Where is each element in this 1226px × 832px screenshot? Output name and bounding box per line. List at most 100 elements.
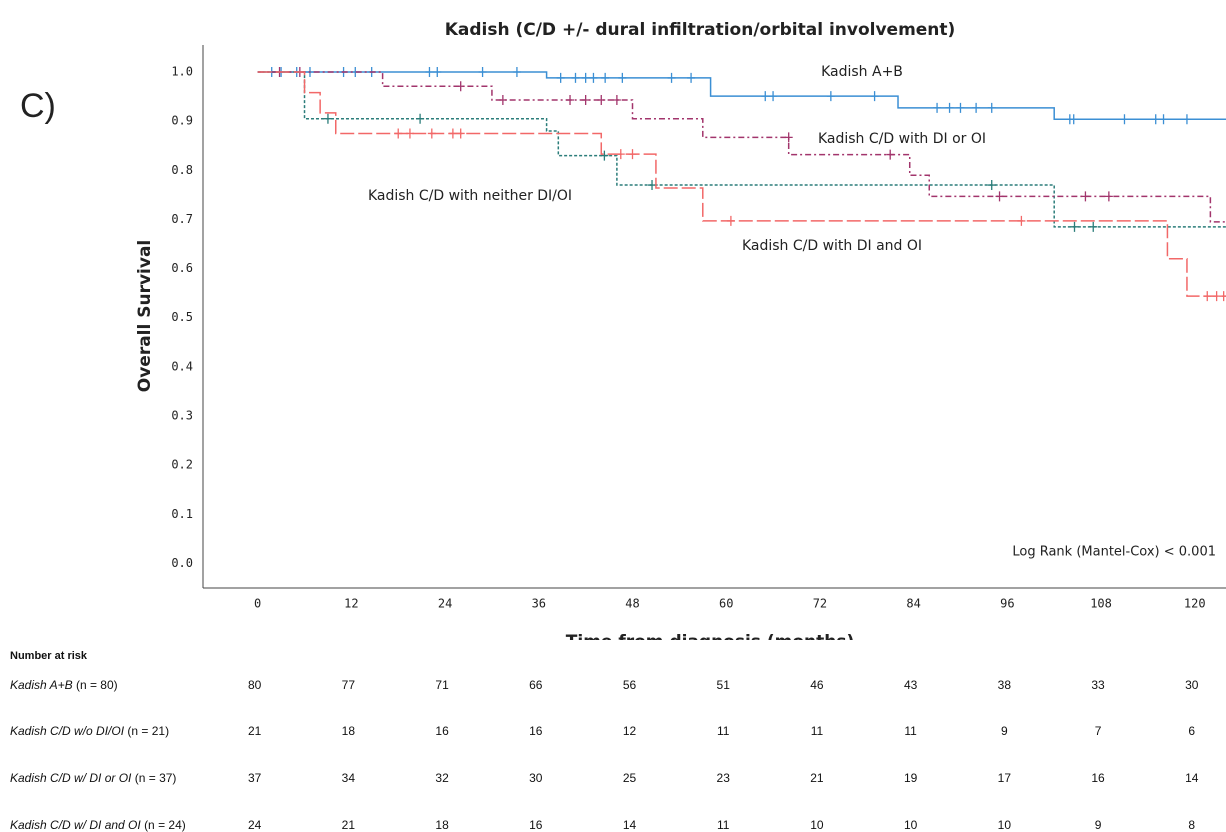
- risk-count: 9: [1000, 724, 1008, 738]
- y-tick-label: 0.2: [171, 458, 193, 472]
- y-axis-label: Overall Survival: [135, 240, 155, 393]
- risk-count: 11: [716, 724, 730, 738]
- censor-mark: [726, 215, 735, 226]
- chart: C) Kadish (C/D +/- dural infiltration/or…: [20, 20, 1226, 640]
- censor-mark: [784, 132, 793, 143]
- curve-label: Kadish C/D with DI or OI: [818, 131, 986, 147]
- censor-mark: [1212, 291, 1221, 302]
- risk-count: 19: [903, 771, 918, 785]
- censor-mark: [512, 67, 521, 78]
- risk-count: 37: [247, 771, 262, 785]
- censor-mark: [1070, 221, 1079, 232]
- censor-mark: [478, 67, 487, 78]
- x-tick-label: 108: [1090, 597, 1112, 611]
- y-tick-label: 0.3: [171, 409, 193, 423]
- censor-mark: [616, 149, 625, 160]
- survival-curve: [257, 71, 1226, 228]
- censor-mark: [933, 102, 942, 113]
- risk-count: 18: [341, 724, 356, 738]
- risk-count: 56: [622, 678, 637, 692]
- censor-mark: [628, 149, 637, 160]
- censor-mark: [618, 72, 627, 83]
- x-tick-label: 48: [625, 597, 639, 611]
- x-tick-label: 120: [1184, 597, 1206, 611]
- censor-mark: [425, 67, 434, 78]
- censor-mark: [972, 102, 981, 113]
- censor-mark: [1203, 291, 1212, 302]
- risk-count: 14: [1185, 771, 1199, 785]
- risk-count: 17: [997, 771, 1011, 785]
- censor-mark: [448, 128, 457, 139]
- risk-count: 16: [1091, 771, 1105, 785]
- risk-table-title: Number at risk: [10, 650, 88, 662]
- censor-mark: [1219, 291, 1226, 302]
- curve-label: Kadish A+B: [821, 64, 903, 80]
- x-tick-label: 24: [438, 597, 452, 611]
- risk-count: 71: [435, 678, 449, 692]
- censor-mark: [456, 128, 465, 139]
- group-n: (n = 24): [144, 818, 186, 832]
- group-name: Kadish A+B: [10, 678, 73, 692]
- risk-count: 21: [810, 771, 824, 785]
- risk-count: 46: [810, 678, 824, 692]
- censor-mark: [648, 180, 657, 191]
- risk-count: 23: [716, 771, 730, 785]
- risk-count: 10: [810, 818, 824, 832]
- y-tick-label: 0.1: [171, 507, 193, 521]
- censor-mark: [433, 67, 442, 78]
- risk-count: 16: [435, 724, 449, 738]
- curve-label: Kadish C/D with neither DI/OI: [368, 188, 572, 204]
- risk-count: 66: [529, 678, 543, 692]
- censor-mark: [886, 149, 895, 160]
- group-n: (n = 21): [127, 724, 170, 738]
- risk-count: 12: [622, 724, 637, 738]
- risk-count: 6: [1188, 724, 1196, 738]
- censor-mark: [826, 91, 835, 102]
- x-tick-label: 72: [813, 597, 827, 611]
- risk-count: 30: [1185, 678, 1199, 692]
- censor-mark: [1069, 114, 1078, 125]
- censor-mark: [394, 128, 403, 139]
- y-tick-label: 0.5: [171, 310, 193, 324]
- risk-count: 16: [529, 724, 543, 738]
- curve-label: Kadish C/D with DI and OI: [742, 238, 922, 254]
- risk-count: 24: [247, 818, 262, 832]
- censor-mark: [589, 72, 598, 83]
- risk-count: 38: [997, 678, 1011, 692]
- censor-mark: [581, 95, 590, 106]
- x-tick-label: 96: [1000, 597, 1014, 611]
- risk-count: 11: [716, 818, 730, 832]
- risk-count: 11: [904, 724, 917, 738]
- panel-label: C): [20, 87, 56, 125]
- risk-count: 32: [435, 771, 449, 785]
- censor-mark: [556, 72, 565, 83]
- censor-mark: [566, 95, 575, 106]
- group-name: Kadish C/D w/o DI/OI: [10, 724, 125, 738]
- x-axis-label: Time from diagnosis (months): [566, 632, 854, 640]
- risk-count: 9: [1094, 818, 1102, 832]
- survival-curve: [257, 71, 1226, 120]
- censor-mark: [581, 72, 590, 83]
- y-tick-label: 0.9: [171, 114, 193, 128]
- group-n: (n = 80): [75, 678, 118, 692]
- y-tick-label: 0.6: [171, 261, 193, 275]
- risk-count: 33: [1091, 678, 1105, 692]
- censor-mark: [956, 102, 965, 113]
- censor-mark: [405, 128, 414, 139]
- censor-mark: [945, 102, 954, 113]
- censor-mark: [1017, 215, 1026, 226]
- risk-count: 10: [997, 818, 1011, 832]
- x-tick-label: 0: [254, 597, 261, 611]
- risk-count: 21: [247, 724, 262, 738]
- y-tick-label: 0.7: [171, 212, 193, 226]
- censor-mark: [687, 72, 696, 83]
- censor-mark: [416, 113, 425, 124]
- censor-mark: [769, 91, 778, 102]
- censor-mark: [761, 91, 770, 102]
- censor-mark: [612, 95, 621, 106]
- chart-title: Kadish (C/D +/- dural infiltration/orbit…: [445, 20, 956, 40]
- x-tick-label: 36: [532, 597, 546, 611]
- risk-count: 30: [529, 771, 543, 785]
- censor-mark: [987, 102, 996, 113]
